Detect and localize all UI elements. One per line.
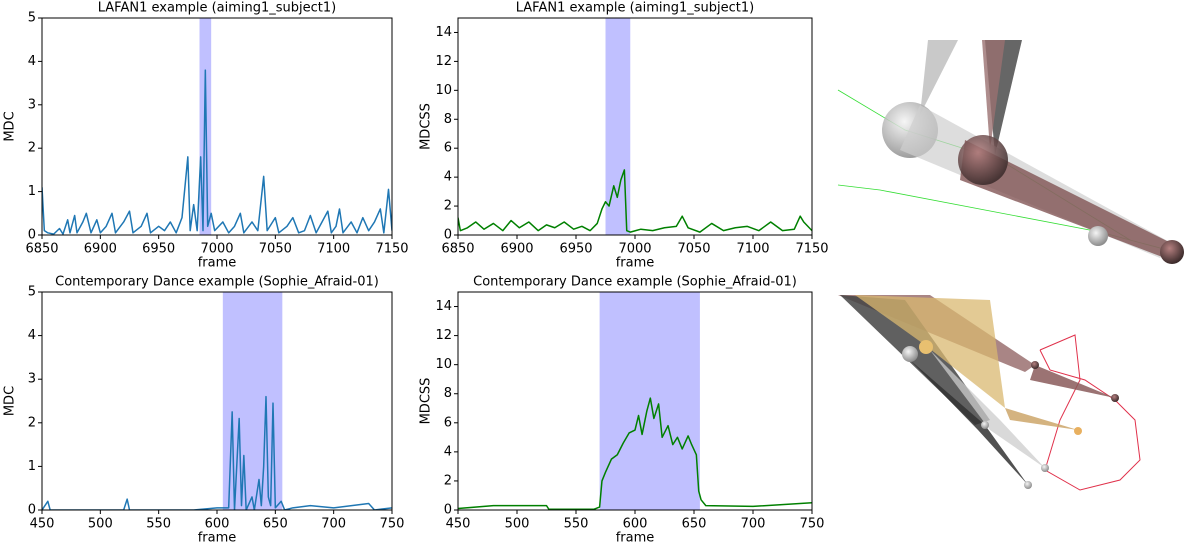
y-tick-label: 6 [444, 141, 452, 156]
x-tick-label: 6850 [25, 242, 58, 257]
x-tick-label: 550 [564, 517, 589, 532]
y-tick-label: 0 [28, 503, 36, 518]
x-tick-label: 6950 [559, 242, 592, 257]
subplot: 6850 6900 6950 7000 7050 7100 7150 0 1 2 3 4 5 LAFAN1… [3, 1, 409, 271]
x-tick-label: 550 [146, 517, 171, 532]
y-tick-label: 0 [444, 503, 452, 518]
x-tick-label: 7100 [736, 242, 769, 257]
x-tick-label: 650 [263, 517, 288, 532]
y-axis-label: MDCSS [419, 103, 434, 150]
x-axis-label: frame [616, 531, 655, 546]
chart-title: LAFAN1 example (aiming1_subject1) [98, 1, 336, 16]
chart-title: Contemporary Dance example (Sophie_Afrai… [473, 275, 797, 290]
x-axis-label: frame [198, 531, 237, 546]
y-tick-label: 0 [444, 228, 452, 243]
chart-title: LAFAN1 example (aiming1_subject1) [516, 1, 754, 16]
y-tick-label: 3 [28, 372, 36, 387]
plot-area [42, 395, 392, 510]
x-tick-label: 450 [446, 517, 471, 532]
y-tick-label: 4 [28, 54, 36, 69]
axes-frame [457, 17, 813, 236]
chart-title: Contemporary Dance example (Sophie_Afrai… [55, 275, 379, 290]
y-tick-label: 2 [444, 199, 452, 214]
x-tick-label: 750 [800, 517, 825, 532]
subplot: 450 500 550 600 650 700 750 0 1 2 3 4 5 Contemporary … [3, 275, 405, 546]
x-tick-label: 7000 [200, 242, 233, 257]
x-tick-label: 6950 [142, 242, 175, 257]
y-tick-label: 10 [435, 357, 452, 372]
data-line [458, 397, 812, 510]
subplot: 6850 6900 6950 7000 7050 7100 7150 0 2 4 6 8 10 12 14 L… [419, 1, 829, 271]
highlight-span [199, 18, 212, 235]
x-tick-label: 6900 [84, 242, 117, 257]
x-axis-label: frame [198, 256, 237, 271]
y-tick-label: 3 [28, 97, 36, 112]
data-line [42, 395, 392, 510]
y-tick-label: 6 [444, 415, 452, 430]
x-tick-label: 7100 [317, 242, 350, 257]
y-tick-label: 4 [444, 170, 452, 185]
skeleton-render-top [837, 40, 1184, 264]
y-tick-label: 4 [444, 444, 452, 459]
x-axis-label: frame [616, 256, 655, 271]
x-tick-label: 7150 [375, 242, 408, 257]
x-tick-label: 6850 [441, 242, 474, 257]
x-tick-label: 600 [623, 517, 648, 532]
y-axis-label: MDC [3, 386, 18, 416]
x-tick-label: 750 [380, 517, 405, 532]
x-tick-label: 500 [505, 517, 530, 532]
x-tick-label: 600 [205, 517, 230, 532]
y-tick-label: 2 [28, 415, 36, 430]
x-tick-label: 700 [321, 517, 346, 532]
y-tick-label: 12 [435, 328, 452, 343]
x-tick-label: 500 [88, 517, 113, 532]
y-tick-label: 5 [28, 285, 36, 300]
y-tick-label: 2 [28, 141, 36, 156]
y-tick-label: 14 [435, 299, 452, 314]
x-tick-label: 7150 [795, 242, 828, 257]
y-tick-label: 1 [28, 184, 36, 199]
axes-frame [41, 17, 393, 236]
x-tick-label: 650 [682, 517, 707, 532]
x-tick-label: 7050 [259, 242, 292, 257]
plot-area [42, 69, 392, 235]
subplot: 450 500 550 600 650 700 750 0 2 4 6 8 10 12 14 Contempo… [419, 275, 825, 546]
y-axis-label: MDCSS [419, 378, 434, 425]
skeleton-render-bottom [838, 295, 1141, 491]
y-tick-label: 8 [444, 386, 452, 401]
y-tick-label: 2 [444, 473, 452, 488]
y-tick-label: 8 [444, 112, 452, 127]
data-line [42, 69, 392, 235]
highlight-span [222, 292, 283, 510]
y-tick-label: 14 [435, 25, 452, 40]
x-tick-label: 7050 [677, 242, 710, 257]
y-tick-label: 1 [28, 459, 36, 474]
y-tick-label: 5 [28, 11, 36, 26]
y-tick-label: 12 [435, 54, 452, 69]
x-tick-label: 700 [741, 517, 766, 532]
x-tick-label: 7000 [618, 242, 651, 257]
y-tick-label: 0 [28, 228, 36, 243]
x-tick-label: 6900 [500, 242, 533, 257]
data-line [458, 169, 812, 233]
y-axis-label: MDC [3, 111, 18, 141]
plot-area [458, 169, 812, 233]
y-tick-label: 4 [28, 328, 36, 343]
axes-frame [41, 291, 393, 511]
x-tick-label: 450 [30, 517, 55, 532]
plot-area [458, 397, 812, 510]
y-tick-label: 10 [435, 83, 452, 98]
